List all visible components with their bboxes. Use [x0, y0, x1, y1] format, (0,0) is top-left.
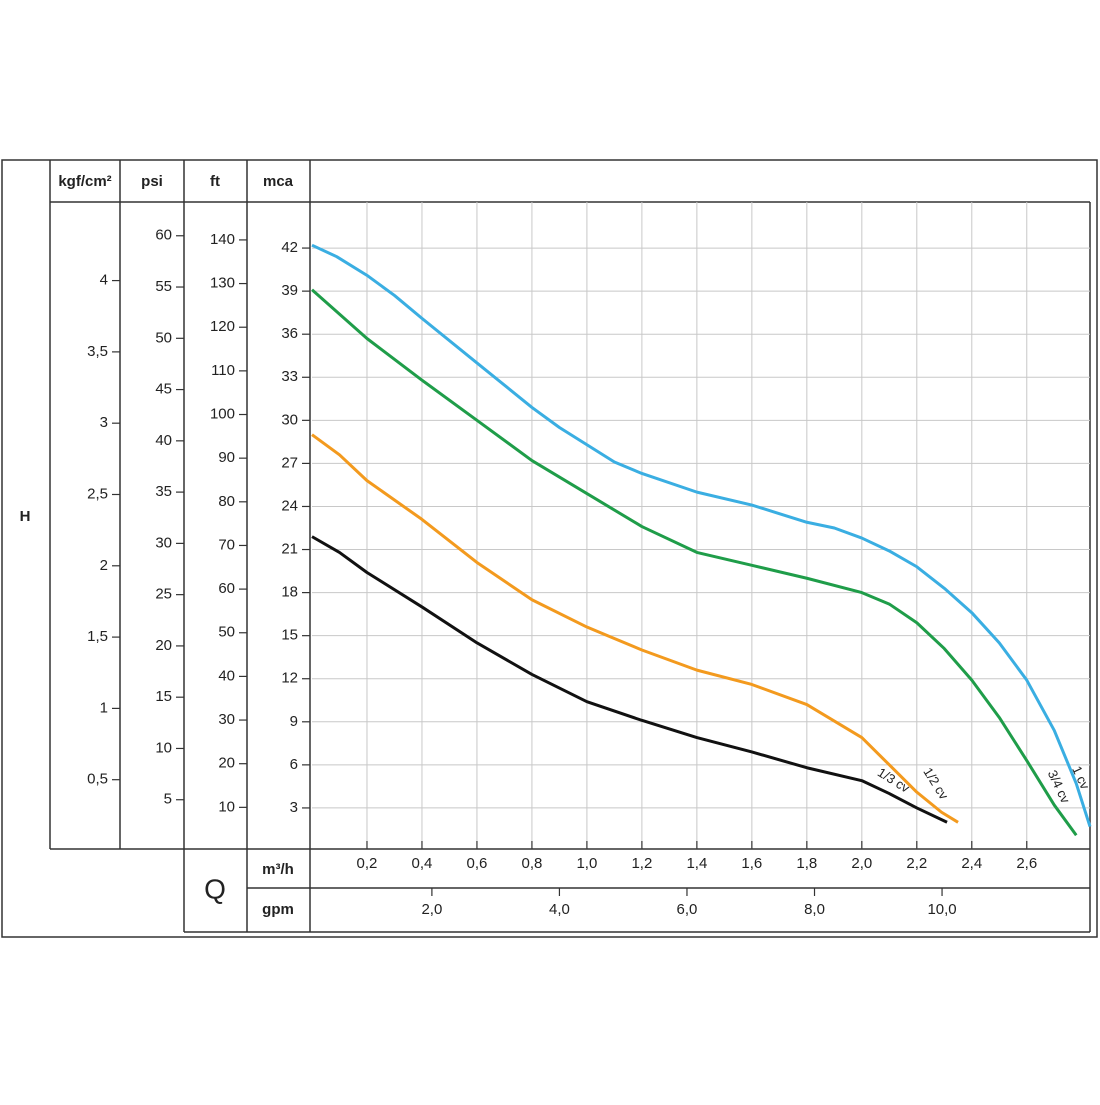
- y-tick-label: 40: [218, 667, 235, 684]
- y-tick-label: 45: [155, 381, 172, 398]
- x-tick-label: 2,0: [421, 901, 442, 918]
- y-tick-label: 30: [155, 534, 172, 551]
- y-tick-label: 60: [218, 580, 235, 597]
- x-axis-title: Q: [204, 873, 226, 904]
- y-tick-label: 39: [281, 282, 298, 299]
- curves: 1 cv3/4 cv1/2 cv1/3 cv: [311, 243, 1093, 837]
- curve-label: 3/4 cv: [1045, 768, 1073, 806]
- y-tick-label: 50: [218, 624, 235, 641]
- y-tick-label: 130: [210, 275, 235, 292]
- x-tick-label: 1,6: [741, 855, 762, 872]
- y-tick-label: 25: [155, 586, 172, 603]
- y-tick-label: 9: [290, 713, 298, 730]
- x-tick-label: 2,6: [1016, 855, 1037, 872]
- y-tick-label: 80: [218, 493, 235, 510]
- y-tick-label: 40: [155, 432, 172, 449]
- x-tick-label: 1,2: [631, 855, 652, 872]
- curve: [311, 288, 1078, 837]
- curve: [311, 535, 948, 824]
- axis-unit: m³/h: [262, 861, 294, 878]
- axis-unit: mca: [263, 173, 294, 190]
- y-tick-label: 0,5: [87, 771, 108, 788]
- axis-unit: ft: [210, 173, 220, 190]
- y-tick-label: 110: [211, 362, 235, 379]
- y-tick-label: 1: [100, 699, 108, 716]
- y-tick-label: 140: [210, 231, 235, 248]
- y-tick-label: 42: [281, 239, 298, 256]
- y-tick-label: 4: [100, 272, 108, 289]
- axes: 0,511,522,533,54510152025303540455055601…: [87, 227, 1037, 918]
- y-tick-label: 20: [155, 637, 172, 654]
- y-tick-label: 2: [100, 557, 108, 574]
- y-tick-label: 90: [218, 449, 235, 466]
- y-tick-label: 2,5: [87, 485, 108, 502]
- y-tick-label: 3: [290, 799, 298, 816]
- x-tick-label: 1,0: [576, 855, 597, 872]
- y-tick-label: 3: [100, 414, 108, 431]
- y-tick-label: 100: [210, 405, 235, 422]
- x-tick-label: 2,0: [851, 855, 872, 872]
- y-tick-label: 35: [155, 483, 172, 500]
- y-tick-label: 70: [218, 536, 235, 553]
- y-tick-label: 50: [155, 329, 172, 346]
- y-tick-label: 24: [281, 497, 298, 514]
- y-tick-label: 21: [281, 541, 298, 558]
- y-tick-label: 120: [210, 318, 235, 335]
- y-tick-label: 12: [281, 670, 298, 687]
- grid: [312, 202, 1090, 849]
- x-tick-label: 2,4: [961, 855, 982, 872]
- y-tick-label: 33: [281, 368, 298, 385]
- y-tick-label: 30: [281, 411, 298, 428]
- x-tick-label: 1,8: [796, 855, 817, 872]
- curve: [311, 243, 1092, 828]
- y-tick-label: 10: [155, 739, 172, 756]
- y-tick-label: 36: [281, 325, 298, 342]
- x-tick-label: 4,0: [549, 901, 570, 918]
- x-tick-label: 0,2: [357, 855, 378, 872]
- x-tick-label: 10,0: [927, 901, 956, 918]
- x-tick-label: 1,4: [686, 855, 707, 872]
- y-tick-label: 6: [290, 756, 298, 773]
- x-tick-label: 0,6: [467, 855, 488, 872]
- x-tick-label: 2,2: [906, 855, 927, 872]
- x-tick-label: 0,8: [521, 855, 542, 872]
- y-tick-label: 5: [164, 791, 172, 808]
- y-tick-label: 15: [155, 688, 172, 705]
- y-tick-label: 18: [281, 584, 298, 601]
- y-tick-label: 60: [155, 227, 172, 244]
- y-tick-label: 10: [218, 798, 235, 815]
- y-tick-label: 1,5: [87, 628, 108, 645]
- axis-unit: psi: [141, 173, 163, 190]
- curve: [311, 433, 959, 824]
- outer-frame: [1, 159, 1098, 938]
- y-tick-label: 3,5: [87, 343, 108, 360]
- x-tick-label: 0,4: [412, 855, 433, 872]
- y-tick-label: 20: [218, 755, 235, 772]
- axis-unit: gpm: [262, 901, 294, 918]
- y-tick-label: 15: [281, 627, 298, 644]
- y-tick-label: 30: [218, 711, 235, 728]
- curve-label: 1/2 cv: [920, 765, 951, 803]
- x-tick-label: 6,0: [677, 901, 698, 918]
- y-axis-title: H: [20, 508, 31, 525]
- x-tick-label: 8,0: [804, 901, 825, 918]
- axis-unit: kgf/cm²: [58, 173, 111, 190]
- y-tick-label: 55: [155, 278, 172, 295]
- y-tick-label: 27: [281, 454, 298, 471]
